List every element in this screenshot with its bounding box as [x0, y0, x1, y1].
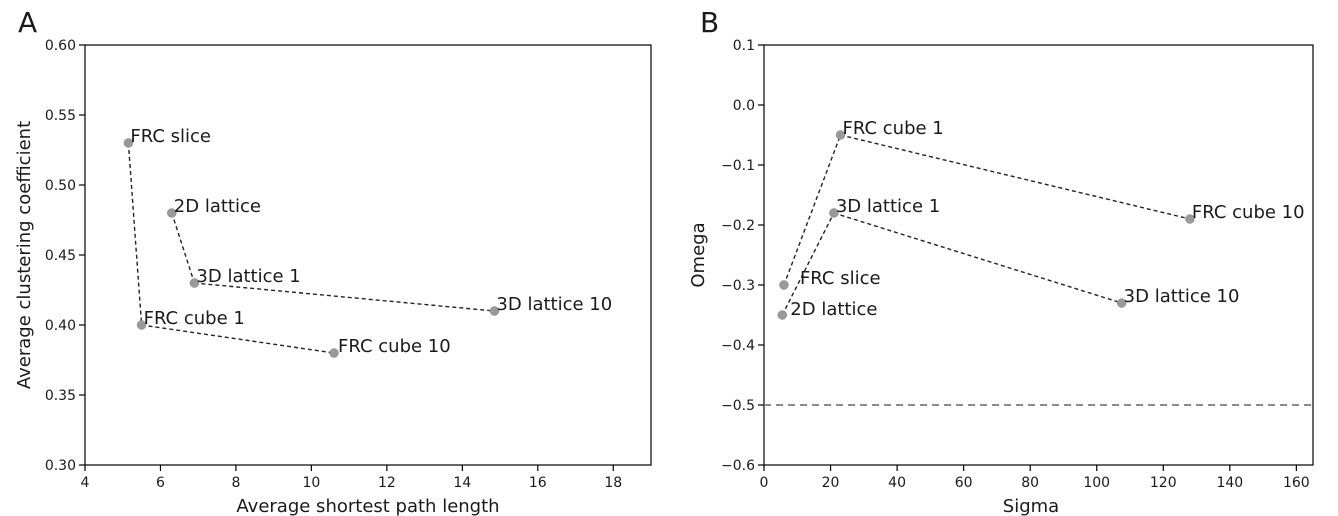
panel-a-point-label-3d-lattice-10: 3D lattice 10 [496, 294, 612, 315]
panel-b-point-label-frc-cube-1: FRC cube 1 [843, 118, 944, 139]
panel-b: B 0 20 40 60 80 100 120 140 160 −0.6 −0.5 −0.4 −0.3 −0… [688, 6, 1314, 516]
panel-b-connector-2d-lattice-to-3d-lattice-1 [781, 212, 835, 316]
panel-a-point-frc-slice [123, 138, 134, 148]
panel-b-x-tick-label: 20 [822, 475, 840, 491]
panel-a-y-tick-label: 0.55 [45, 108, 76, 124]
panel-b-point-2d-lattice [777, 310, 788, 320]
panel-a-x-tick-label: 16 [529, 475, 547, 491]
panel-b-y-tick-label: −0.6 [721, 458, 755, 474]
panel-b-point-frc-slice [779, 280, 789, 290]
panel-b-point-label-3d-lattice-10: 3D lattice 10 [1124, 286, 1240, 307]
panel-b-letter: B [700, 6, 719, 39]
panel-b-connector-3d-lattice-1-to-3d-lattice-10 [833, 212, 1122, 304]
panel-b-y-tick-label: −0.4 [721, 338, 755, 354]
panel-b-point-frc-cube-1 [835, 130, 846, 140]
panel-a-x-tick-label: 6 [156, 475, 165, 491]
panel-b-x-tick-label: 80 [1021, 475, 1039, 491]
panel-b-y-axis-title: Omega [688, 222, 709, 287]
panel-a-connector-frc-cube-1-to-frc-cube-10 [141, 324, 335, 354]
panel-b-x-tick-label: 40 [888, 475, 906, 491]
panel-b-y-tick-label: −0.5 [721, 398, 755, 414]
panel-b-x-tick-label: 160 [1283, 475, 1310, 491]
panel-a-point-frc-cube-10 [329, 348, 339, 358]
panel-b-point-label-3d-lattice-1: 3D lattice 1 [836, 196, 940, 217]
panel-b-connector-frc-slice-to-frc-cube-1 [783, 134, 842, 286]
panel-a-y-tick-label: 0.35 [45, 388, 76, 404]
panel-b-x-axis-title: Sigma [1003, 496, 1059, 516]
panel-b-point-3d-lattice-10 [1116, 298, 1127, 308]
panel-b-y-tick-label: −0.2 [721, 218, 755, 234]
panel-b-y-tick-label: 0.1 [733, 38, 755, 54]
panel-a: A 4 6 8 10 12 14 16 18 0.30 0.35 0.40 0.45 0.50 0.55 0.… [14, 6, 652, 516]
panel-a-point-label-frc-slice: FRC slice [130, 126, 211, 147]
panel-a-x-tick-label: 4 [81, 475, 90, 491]
panel-b-x-tick-label: 140 [1216, 475, 1243, 491]
panel-a-point-2d-lattice [167, 208, 177, 218]
panel-b-point-label-frc-slice: FRC slice [800, 268, 881, 289]
panel-a-connector-3d-lattice-1-to-3d-lattice-10 [194, 282, 495, 312]
panel-a-plot-frame [84, 44, 652, 466]
panel-a-y-tick-label: 0.50 [45, 178, 76, 194]
panel-a-point-frc-cube-1 [136, 320, 147, 330]
panel-b-x-tick-label: 0 [760, 475, 769, 491]
panel-a-connector-frc-slice-to-frc-cube-1 [127, 142, 143, 326]
panel-a-x-tick-label: 10 [302, 475, 320, 491]
panel-a-point-label-3d-lattice-1: 3D lattice 1 [196, 266, 300, 287]
panel-a-x-tick-label: 12 [378, 475, 396, 491]
panel-b-x-tick-label: 100 [1083, 475, 1110, 491]
panel-a-y-tick-label: 0.30 [45, 458, 76, 474]
panel-a-x-tick-label: 14 [453, 475, 471, 491]
panel-a-y-tick-label: 0.45 [45, 248, 76, 264]
panel-a-x-axis-title: Average shortest path length [236, 496, 499, 516]
panel-a-x-tick-label: 8 [231, 475, 240, 491]
panel-b-point-3d-lattice-1 [829, 208, 839, 218]
panel-a-y-tick-label: 0.60 [45, 38, 76, 54]
panel-a-letter: A [18, 6, 37, 39]
panel-b-connector-frc-cube-1-to-frc-cube-10 [840, 134, 1191, 220]
panel-b-point-label-frc-cube-10: FRC cube 10 [1192, 202, 1305, 223]
panel-b-x-tick-label: 120 [1150, 475, 1177, 491]
panel-a-point-3d-lattice-10 [489, 306, 500, 316]
panel-a-y-tick-label: 0.40 [45, 318, 76, 334]
panel-a-x-tick-label: 18 [604, 475, 622, 491]
panel-b-y-tick-label: −0.3 [721, 278, 755, 294]
panel-b-y-tick-label: −0.1 [721, 158, 755, 174]
panel-b-y-tick-label: 0.0 [733, 98, 755, 114]
panel-b-x-tick-label: 60 [955, 475, 973, 491]
panel-a-y-axis-title: Average clustering coefficient [14, 121, 35, 389]
panel-a-point-label-frc-cube-1: FRC cube 1 [144, 308, 245, 329]
panel-b-point-label-2d-lattice: 2D lattice [790, 299, 877, 320]
panel-a-point-label-frc-cube-10: FRC cube 10 [338, 336, 451, 357]
panel-a-point-label-2d-lattice: 2D lattice [174, 196, 261, 217]
panel-b-point-frc-cube-10 [1185, 214, 1195, 224]
panel-b-plot-frame [763, 44, 1314, 466]
panel-a-point-3d-lattice-1 [189, 278, 200, 288]
panel-a-connector-2d-lattice-to-3d-lattice-1 [171, 212, 196, 284]
